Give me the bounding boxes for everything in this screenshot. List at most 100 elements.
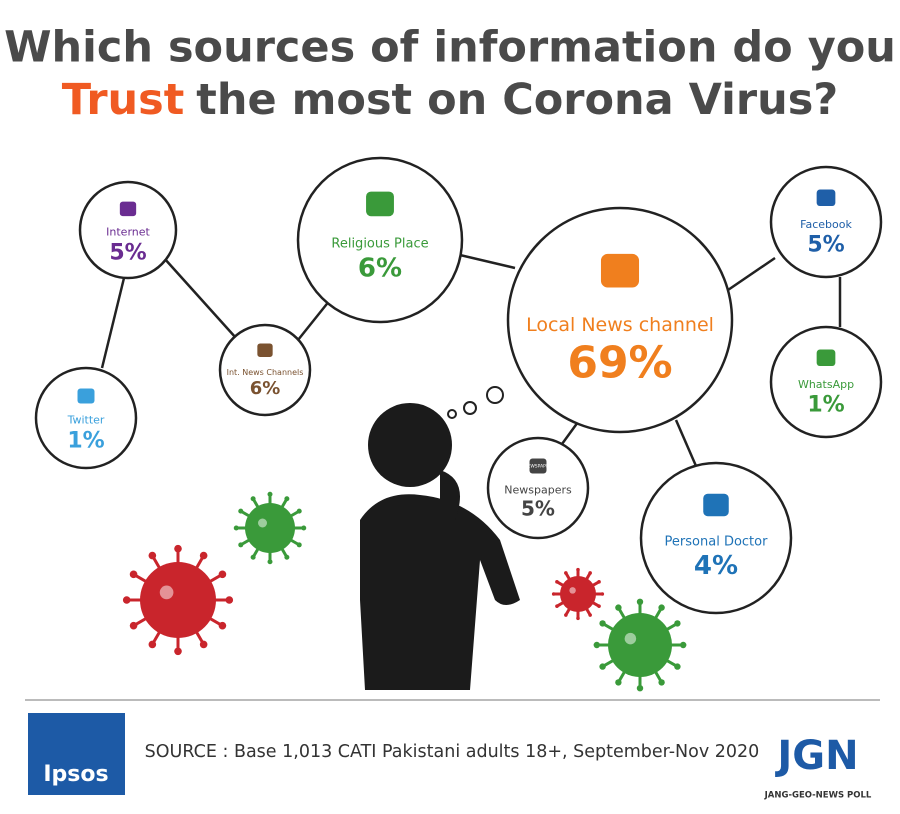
source-note: SOURCE : Base 1,013 CATI Pakistani adult… (145, 742, 760, 762)
ipsos-logo (28, 713, 125, 795)
virus-spike-tip (122, 596, 131, 604)
node-value: 5% (109, 240, 146, 265)
virus-spike-tip (218, 570, 227, 579)
virus-spike-tip (233, 525, 239, 531)
virus-spike-tip (576, 616, 580, 621)
title-rest: the most on Corona Virus? (196, 75, 838, 125)
node-value: 6% (250, 378, 281, 399)
node-label: Internet (106, 225, 150, 238)
jgn-logo: JGN (774, 733, 858, 779)
node-icon (703, 493, 729, 517)
node-value: 5% (807, 233, 844, 258)
virus-body (245, 503, 295, 553)
virus-spike-tip (238, 542, 244, 548)
bubble (463, 401, 477, 415)
node-label: Personal Doctor (665, 534, 769, 549)
node-circle (506, 206, 734, 434)
virus-spike-tip (551, 592, 556, 596)
virus-spike-tip (174, 544, 182, 553)
node-icon (816, 189, 836, 207)
title-highlight: Trust (62, 75, 185, 125)
node-circle (218, 323, 312, 417)
virus-spike-tip (218, 621, 227, 630)
node-value: 1% (807, 393, 844, 418)
connector (727, 256, 776, 292)
virus-spike-tip (564, 613, 568, 617)
connector (459, 253, 516, 270)
virus-spike-tip (599, 620, 606, 627)
virus-spike-tip (174, 647, 182, 656)
connector (100, 277, 126, 369)
virus-spot (258, 518, 267, 528)
virus-body (140, 562, 216, 638)
virus-spike-tip (597, 604, 601, 608)
virus-spike-tip (238, 508, 244, 514)
virus (122, 544, 234, 656)
virus-spike-tip (250, 554, 256, 560)
connector (297, 299, 331, 341)
node-icon (816, 349, 836, 367)
virus-spike-tip (267, 559, 273, 565)
virus-spot (624, 632, 637, 645)
viruses (122, 491, 687, 692)
virus-spike-tip (597, 580, 601, 584)
virus-spike-tip (588, 613, 592, 617)
virus-spike-tip (674, 663, 681, 670)
source-node: Internet 5% (78, 180, 178, 280)
person-arm (440, 470, 460, 520)
virus-spike-tip (576, 567, 580, 572)
node-value: 5% (521, 497, 555, 521)
virus-spike-tip (658, 679, 665, 686)
virus-spot (159, 585, 174, 600)
virus-spike-tip (199, 551, 208, 560)
bubble (486, 386, 504, 404)
node-label: Religious Place (331, 237, 428, 252)
node-icon (257, 343, 273, 357)
virus-spike-tip (658, 604, 665, 611)
virus-body (608, 613, 672, 677)
virus-spike-tip (615, 604, 622, 611)
node-label: Int. News Channels (227, 368, 304, 377)
virus (593, 598, 687, 692)
virus-spike-tip (593, 641, 600, 649)
virus (233, 491, 307, 565)
node-value: 6% (358, 253, 402, 283)
virus-spike-tip (250, 496, 256, 502)
virus-spike-tip (296, 542, 302, 548)
connector (560, 421, 580, 445)
connector (163, 257, 237, 339)
node-label: Facebook (800, 218, 852, 231)
node-label: Twitter (67, 414, 105, 427)
node-icon (366, 191, 394, 217)
thought-bubbles (447, 386, 504, 419)
virus-spike-tip (129, 570, 138, 579)
node-icon (119, 201, 137, 217)
source-node: WhatsApp 1% (769, 325, 883, 439)
virus-spike-tip (148, 640, 157, 649)
icon-text: NEWSPAPER (524, 464, 552, 470)
virus (551, 567, 605, 621)
virus-body (560, 576, 596, 612)
virus-spike-tip (225, 596, 234, 604)
person (360, 403, 520, 690)
virus-spike-tip (129, 621, 138, 630)
virus-spike-tip (599, 663, 606, 670)
node-value: 1% (67, 428, 104, 453)
node-circle (639, 461, 793, 615)
node-icon (529, 458, 547, 474)
ipsos-logo-text: Ipsos (43, 762, 108, 787)
virus-spike-tip (564, 571, 568, 575)
virus-spike-tip (615, 679, 622, 686)
virus-spike-tip (600, 592, 605, 596)
virus-spike-tip (296, 508, 302, 514)
node-circle (486, 436, 590, 540)
node-icon (600, 253, 640, 288)
virus-spike-tip (674, 620, 681, 627)
person-body (360, 494, 520, 690)
node-label: WhatsApp (798, 378, 854, 391)
